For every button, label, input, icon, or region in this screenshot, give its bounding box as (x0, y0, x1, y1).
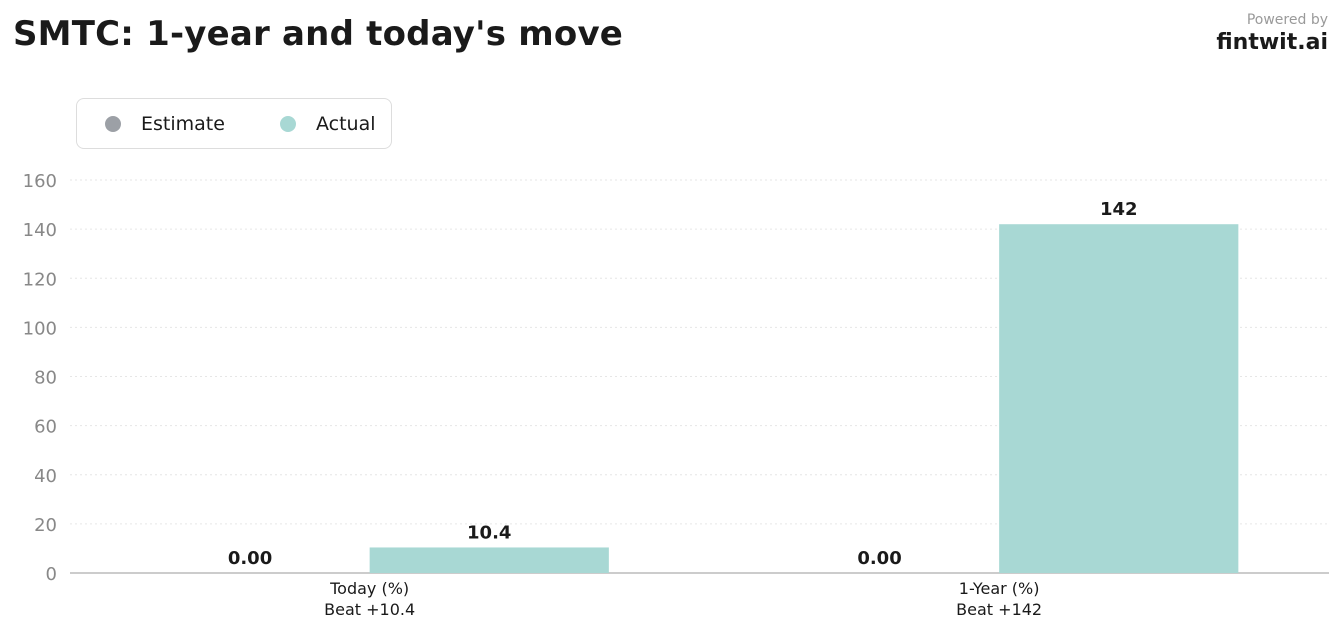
bar-actual (369, 547, 609, 573)
bar-value-label: 10.4 (467, 522, 511, 543)
legend-item-actual[interactable]: Actual (280, 99, 376, 148)
x-category-sublabel: Beat +10.4 (324, 600, 415, 619)
y-tick-label: 140 (23, 220, 57, 241)
x-category-sublabel: Beat +142 (956, 600, 1042, 619)
y-tick-label: 40 (34, 466, 57, 487)
brand-block: Powered by fintwit.ai (1216, 11, 1328, 57)
brand-name: fintwit.ai (1216, 30, 1328, 55)
bar-actual (999, 224, 1239, 573)
bar-value-label: 0.00 (857, 548, 901, 569)
y-tick-label: 0 (46, 564, 57, 585)
y-tick-label: 100 (23, 318, 57, 339)
x-category-label: Today (%) (329, 579, 409, 598)
y-tick-label: 20 (34, 515, 57, 536)
bar-value-label: 142 (1100, 199, 1138, 220)
estimate-legend-dot-icon (105, 115, 121, 132)
chart-title: SMTC: 1-year and today's move (13, 14, 624, 54)
y-tick-label: 80 (34, 368, 57, 389)
y-tick-label: 160 (23, 171, 57, 192)
legend-label-actual: Actual (316, 112, 376, 135)
powered-by-label: Powered by (1246, 12, 1328, 28)
legend-label-estimate: Estimate (141, 112, 225, 135)
x-category-label: 1-Year (%) (959, 579, 1040, 598)
chart-legend: Estimate Actual (76, 98, 392, 149)
bar-value-label: 0.00 (228, 548, 272, 569)
actual-legend-dot-icon (280, 115, 296, 132)
legend-item-estimate[interactable]: Estimate (105, 99, 225, 148)
y-tick-label: 120 (23, 269, 57, 290)
y-tick-label: 60 (34, 417, 57, 438)
